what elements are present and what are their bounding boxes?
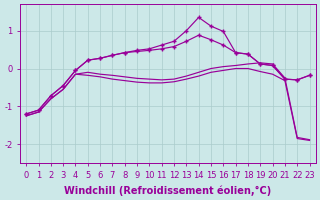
X-axis label: Windchill (Refroidissement éolien,°C): Windchill (Refroidissement éolien,°C) (64, 185, 271, 196)
